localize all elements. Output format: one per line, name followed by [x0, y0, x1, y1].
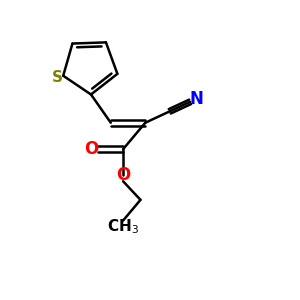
- Text: CH$_3$: CH$_3$: [107, 218, 139, 236]
- Text: O: O: [116, 166, 130, 184]
- Text: O: O: [84, 140, 98, 158]
- Text: S: S: [52, 70, 63, 85]
- Text: N: N: [190, 90, 203, 108]
